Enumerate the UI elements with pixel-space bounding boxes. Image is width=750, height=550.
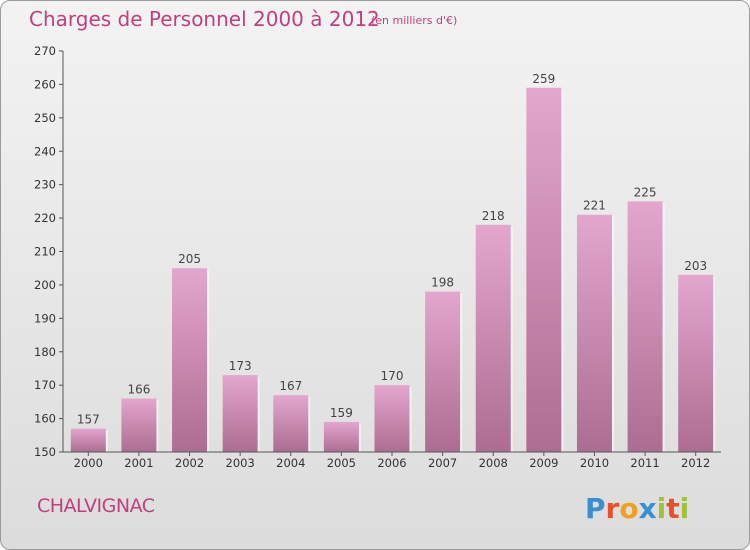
bar-2011 xyxy=(627,201,663,452)
data-label-2008: 218 xyxy=(482,209,505,223)
data-label-2002: 205 xyxy=(178,252,201,266)
x-tick-label-2001: 2001 xyxy=(124,456,153,470)
bars-layer xyxy=(70,87,716,452)
x-tick-label-2003: 2003 xyxy=(226,456,255,470)
data-label-2005: 159 xyxy=(330,406,353,420)
data-label-2004: 167 xyxy=(279,379,302,393)
y-tick-label-220: 220 xyxy=(34,211,56,225)
x-tick-label-2002: 2002 xyxy=(175,456,204,470)
y-tick-label-200: 200 xyxy=(34,278,56,292)
data-label-2007: 198 xyxy=(431,276,454,290)
bar-2008 xyxy=(475,224,511,452)
data-label-2011: 225 xyxy=(634,185,657,199)
labels-layer: 157 2000 166 2001 205 2002 173 2003 167 2004 159 20… xyxy=(34,44,710,470)
data-label-2006: 170 xyxy=(381,369,404,383)
y-tick-label-210: 210 xyxy=(34,245,56,259)
x-tick-label-2009: 2009 xyxy=(529,456,558,470)
bar-2006 xyxy=(374,385,410,452)
x-tick-label-2012: 2012 xyxy=(681,456,710,470)
bar-2012 xyxy=(678,274,714,452)
bar-2004 xyxy=(273,395,309,452)
axes-layer xyxy=(59,50,721,456)
y-tick-label-190: 190 xyxy=(34,311,56,325)
bar-2001 xyxy=(121,398,157,452)
data-label-2010: 221 xyxy=(583,199,606,213)
bar-2000 xyxy=(70,428,106,452)
data-label-2012: 203 xyxy=(684,259,707,273)
svg-text:Proxiti: Proxiti xyxy=(585,492,689,525)
data-label-2000: 157 xyxy=(77,413,100,427)
x-tick-label-2005: 2005 xyxy=(327,456,356,470)
proxiti-logo: Proxiti xyxy=(585,492,689,525)
y-tick-label-170: 170 xyxy=(34,378,56,392)
y-tick-label-230: 230 xyxy=(34,178,56,192)
bar-2010 xyxy=(576,214,612,452)
bar-2007 xyxy=(425,291,461,452)
y-tick-label-240: 240 xyxy=(34,144,56,158)
x-tick-label-2010: 2010 xyxy=(580,456,609,470)
bar-2009 xyxy=(526,87,562,452)
y-tick-label-250: 250 xyxy=(34,111,56,125)
chart-title: Charges de Personnel 2000 à 2012 xyxy=(29,7,380,31)
x-tick-label-2008: 2008 xyxy=(479,456,508,470)
y-tick-label-160: 160 xyxy=(34,412,56,426)
commune-name: CHALVIGNAC xyxy=(37,495,155,517)
x-tick-label-2011: 2011 xyxy=(630,456,659,470)
x-tick-label-2007: 2007 xyxy=(428,456,457,470)
bar-2003 xyxy=(222,375,258,452)
x-tick-label-2006: 2006 xyxy=(377,456,406,470)
y-tick-label-180: 180 xyxy=(34,345,56,359)
y-tick-label-270: 270 xyxy=(34,44,56,58)
bar-2002 xyxy=(172,268,208,452)
x-tick-label-2004: 2004 xyxy=(276,456,305,470)
data-label-2001: 166 xyxy=(127,383,150,397)
bar-2005 xyxy=(323,421,359,452)
y-tick-label-260: 260 xyxy=(34,77,56,91)
data-label-2009: 259 xyxy=(532,72,555,86)
x-tick-label-2000: 2000 xyxy=(74,456,103,470)
data-label-2003: 173 xyxy=(229,359,252,373)
y-tick-label-150: 150 xyxy=(34,445,56,459)
unit-note: (en milliers d'€) xyxy=(371,14,458,27)
